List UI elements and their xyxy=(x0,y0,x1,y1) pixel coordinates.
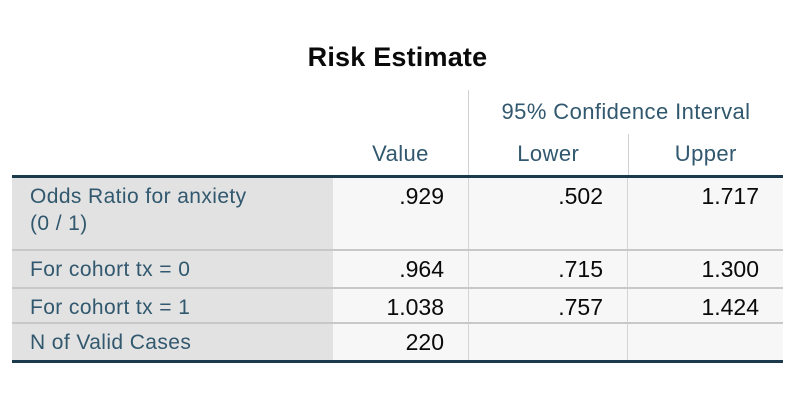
cell-upper xyxy=(627,324,783,360)
cell-value: .964 xyxy=(333,251,468,287)
header-ci-title: 95% Confidence Interval xyxy=(501,99,751,124)
risk-estimate-table: Value 95% Confidence Interval Lower Uppe… xyxy=(12,90,783,363)
cell-lower xyxy=(468,324,627,360)
cell-lower: .757 xyxy=(468,289,627,322)
table-row: N of Valid Cases 220 xyxy=(12,322,783,360)
header-corner-cell xyxy=(12,90,333,175)
cell-upper: 1.717 xyxy=(627,178,783,249)
cell-value: 1.038 xyxy=(333,289,468,322)
header-value: Value xyxy=(372,141,429,166)
row-label: Odds Ratio for anxiety (0 / 1) xyxy=(12,178,333,249)
row-label: N of Valid Cases xyxy=(12,324,333,360)
cell-value: 220 xyxy=(333,324,468,360)
row-label: For cohort tx = 1 xyxy=(12,289,333,322)
cell-lower: .715 xyxy=(468,251,627,287)
cell-upper: 1.300 xyxy=(627,251,783,287)
cell-lower: .502 xyxy=(468,178,627,249)
cell-upper: 1.424 xyxy=(627,289,783,322)
header-ci-subcolumns: Lower Upper xyxy=(469,134,783,175)
table-row: For cohort tx = 1 1.038 .757 1.424 xyxy=(12,287,783,322)
header-upper: Upper xyxy=(627,134,784,175)
header-lower: Lower xyxy=(517,141,580,166)
header-ci-group: 95% Confidence Interval Lower Upper xyxy=(468,90,783,175)
row-label: For cohort tx = 0 xyxy=(12,251,333,287)
table-title: Risk Estimate xyxy=(307,42,488,72)
table-body: Odds Ratio for anxiety (0 / 1) .929 .502… xyxy=(12,175,783,363)
table-row: Odds Ratio for anxiety (0 / 1) .929 .502… xyxy=(12,178,783,249)
table-row: For cohort tx = 0 .964 .715 1.300 xyxy=(12,249,783,287)
cell-value: .929 xyxy=(333,178,468,249)
table-header: Value 95% Confidence Interval Lower Uppe… xyxy=(12,90,783,175)
